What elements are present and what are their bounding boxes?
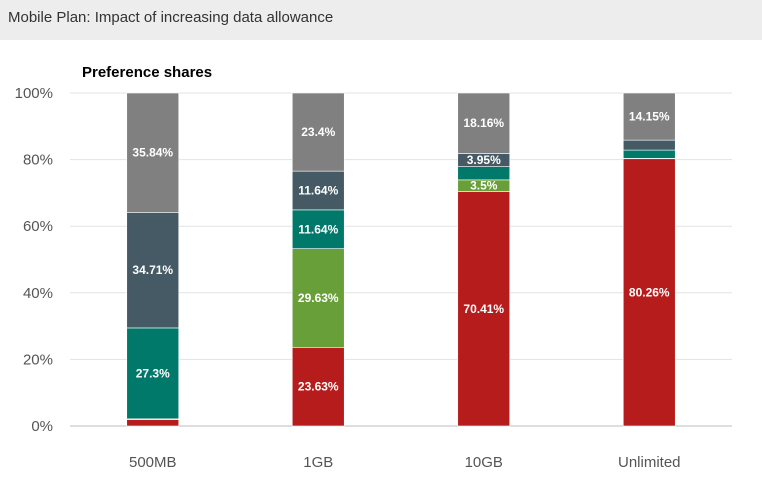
bars-group: 27.3% 34.71% 35.84% 23.63% 29.63% 11.64% 11.64… (127, 93, 676, 426)
data-label: 80.26% (629, 285, 670, 299)
x-tick-label: Unlimited (618, 454, 681, 471)
y-tick-label: 0% (31, 418, 53, 435)
chart-header: Mobile Plan: Impact of increasing data a… (0, 0, 762, 40)
data-label: 14.15% (629, 110, 670, 124)
y-tick-label: 20% (23, 351, 53, 368)
header-title: Mobile Plan: Impact of increasing data a… (8, 9, 333, 26)
data-label: 18.16% (463, 116, 504, 130)
data-label: 3.5% (470, 179, 498, 193)
data-label: 23.63% (298, 380, 339, 394)
y-tick-label: 80% (23, 152, 53, 169)
stacked-bar-chart: Preference shares 0% 20% 40% 60% 80% 100% 27.… (0, 40, 762, 485)
data-label: 23.4% (301, 125, 335, 139)
data-label: 34.71% (132, 263, 173, 277)
x-tick-label: 10GB (465, 454, 503, 471)
x-axis: 500MB 1GB 10GB Unlimited (129, 454, 681, 471)
bar-segment (623, 150, 675, 158)
y-tick-label: 100% (15, 85, 53, 102)
data-label: 11.64% (298, 184, 338, 198)
data-label: 3.95% (467, 153, 501, 167)
y-axis: 0% 20% 40% 60% 80% 100% (15, 85, 53, 435)
data-label: 35.84% (132, 146, 173, 160)
chart-area: Preference shares 0% 20% 40% 60% 80% 100% 27.… (0, 40, 762, 485)
bar-segment (623, 140, 675, 150)
data-label: 27.3% (136, 366, 170, 380)
chart-title: Preference shares (82, 64, 212, 81)
data-label: 11.64% (298, 222, 338, 236)
y-tick-label: 40% (23, 285, 53, 302)
bar-segment (458, 167, 510, 180)
x-tick-label: 500MB (129, 454, 177, 471)
x-tick-label: 1GB (303, 454, 333, 471)
y-tick-label: 60% (23, 218, 53, 235)
bar-segment (127, 420, 179, 426)
data-label: 70.41% (463, 302, 504, 316)
data-label: 29.63% (298, 291, 339, 305)
